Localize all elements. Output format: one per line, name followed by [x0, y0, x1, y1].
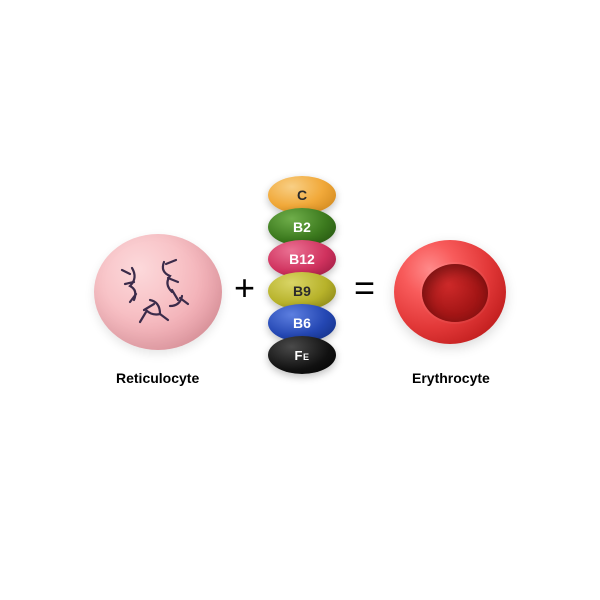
- equals-operator: =: [354, 270, 375, 306]
- erythrocyte-center: [422, 264, 488, 322]
- vitamin-label: Fe: [295, 348, 310, 363]
- diagram-stage: Reticulocyte + C B2 B12 B9 B6 Fe =: [0, 0, 600, 600]
- erythrocyte-cell: [394, 240, 506, 344]
- reticulum-icon: [94, 234, 222, 350]
- plus-operator: +: [234, 270, 255, 306]
- vitamin-label: B12: [289, 251, 315, 267]
- reticulocyte-label: Reticulocyte: [116, 370, 199, 386]
- reticulocyte-cell: [94, 234, 222, 350]
- vitamin-label: B6: [293, 315, 311, 331]
- vitamin-label: C: [297, 187, 307, 203]
- vitamin-label: B9: [293, 283, 311, 299]
- erythrocyte-label: Erythrocyte: [412, 370, 490, 386]
- vitamin-label: B2: [293, 219, 311, 235]
- vitamin-pill-fe: Fe: [268, 336, 336, 374]
